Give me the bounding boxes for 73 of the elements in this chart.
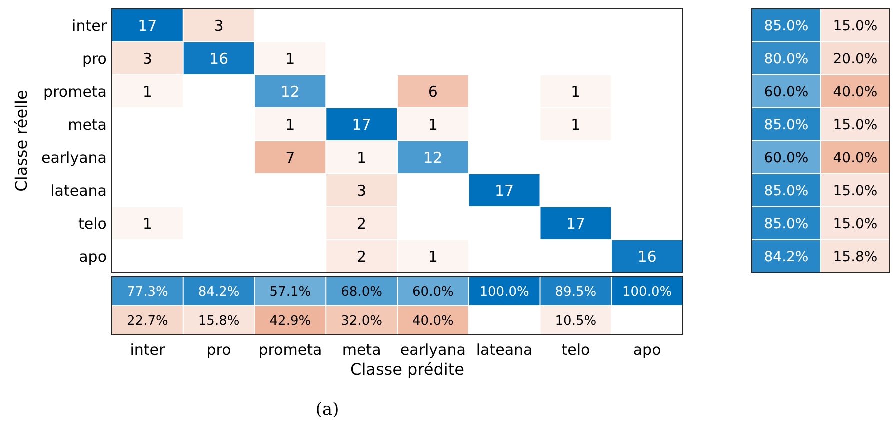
data-label: 16	[210, 50, 229, 68]
y-tick-label: apo	[79, 248, 107, 266]
y-axis-title: Classe réelle	[12, 90, 31, 192]
data-label: 42.9%	[270, 314, 312, 330]
data-label: 85.0%	[764, 117, 809, 134]
data-label: 17	[495, 182, 514, 200]
data-label: 77.3%	[127, 285, 168, 300]
x-axis-title: Classe prédite	[350, 360, 464, 379]
data-label: 12	[280, 82, 300, 101]
data-label: 84.2%	[764, 249, 809, 266]
x-tick-label: pro	[206, 341, 232, 359]
text: (a)	[316, 400, 340, 420]
x-tick-label: earlyana	[400, 341, 466, 359]
data-label: 85.0%	[764, 18, 809, 34]
data-label: 60.0%	[764, 150, 809, 166]
y-tick-label: inter	[72, 16, 108, 35]
data-label: 1	[428, 116, 438, 134]
data-label: 3	[142, 50, 152, 68]
y-tick-label: meta	[68, 116, 107, 134]
data-label: 2	[357, 248, 367, 266]
x-tick-label: prometa	[258, 341, 322, 359]
data-label: 15.0%	[833, 216, 878, 232]
x-tick-label: lateana	[476, 341, 533, 359]
data-label: 1	[142, 214, 152, 233]
data-label: 17	[138, 16, 158, 35]
x-tick-label: telo	[562, 341, 590, 359]
data-label: 84.2%	[198, 285, 240, 300]
data-label: 17	[352, 116, 372, 134]
x-tick-label: apo	[633, 341, 662, 359]
data-label: 12	[424, 148, 443, 167]
x-tick-label: meta	[342, 341, 382, 359]
data-label: 100.0%	[622, 285, 672, 300]
data-label: 2	[357, 214, 367, 233]
data-label: 1	[428, 248, 438, 266]
data-label: 89.5%	[555, 285, 597, 300]
data-label: 68.0%	[341, 285, 382, 300]
data-label: 7	[286, 148, 296, 167]
x-tick-label: inter	[130, 341, 166, 359]
data-label: 3	[357, 182, 367, 200]
data-label: 22.7%	[127, 314, 168, 330]
data-label: 17	[566, 214, 586, 233]
data-label: 1	[286, 50, 296, 68]
data-label: 6	[428, 82, 438, 101]
data-label: 85.0%	[764, 216, 809, 232]
data-label: 32.0%	[341, 314, 382, 330]
data-label: 40.0%	[412, 314, 454, 330]
data-label: 1	[142, 82, 152, 101]
data-label: 10.5%	[555, 314, 597, 330]
y-tick-label: lateana	[50, 182, 107, 200]
data-label: 15.0%	[833, 183, 878, 200]
data-label: 15.0%	[833, 117, 878, 134]
data-label: 60.0%	[764, 84, 809, 100]
data-label: 16	[638, 248, 657, 266]
data-label: 15.8%	[198, 314, 240, 330]
data-label: 1	[571, 82, 581, 101]
y-tick-label: telo	[78, 214, 107, 233]
data-label: 1	[286, 116, 296, 134]
data-label: 3	[214, 16, 224, 35]
data-label: 85.0%	[764, 183, 809, 200]
y-tick-label: pro	[82, 50, 107, 68]
y-tick-label: prometa	[44, 82, 107, 101]
data-label: 1	[357, 148, 367, 167]
data-label: 15.8%	[833, 249, 878, 266]
data-label: 80.0%	[764, 51, 809, 68]
data-label: 57.1%	[270, 285, 312, 300]
data-label: 1	[571, 116, 581, 134]
data-label: 20.0%	[833, 51, 878, 68]
data-label: 40.0%	[833, 84, 878, 100]
data-label: 15.0%	[833, 18, 878, 34]
y-tick-label: earlyana	[41, 148, 107, 167]
data-label: 100.0%	[480, 285, 530, 300]
data-label: 40.0%	[833, 150, 878, 166]
data-label: 60.0%	[412, 285, 454, 300]
